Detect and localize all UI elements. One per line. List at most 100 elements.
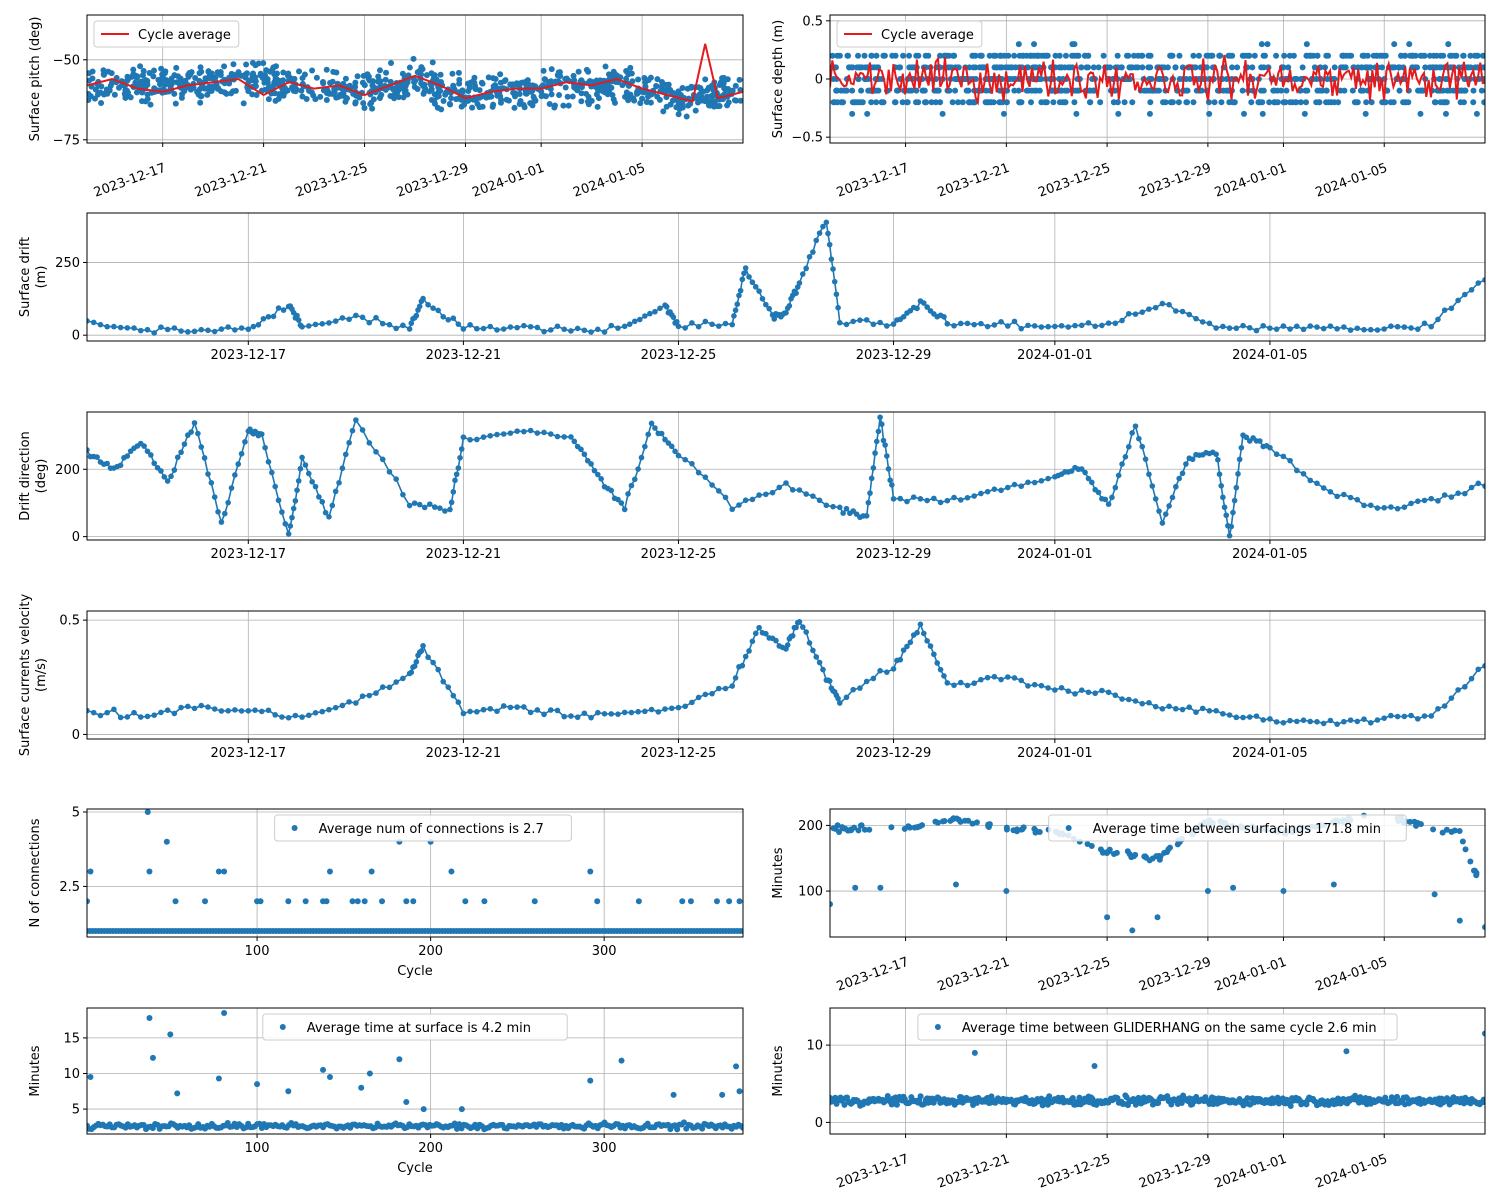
data-point — [232, 327, 238, 333]
data-point — [634, 89, 641, 96]
data-point — [884, 323, 890, 329]
data-point — [299, 454, 305, 461]
data-point — [531, 97, 538, 104]
data-point — [1447, 52, 1454, 59]
data-point — [252, 83, 259, 90]
data-point — [1027, 99, 1034, 106]
data-point — [272, 712, 278, 718]
data-point — [910, 494, 917, 500]
data-point — [627, 64, 634, 71]
data-point — [663, 81, 670, 88]
x-tick-label: 2024-01-01 — [470, 161, 546, 201]
data-point — [391, 86, 398, 93]
data-point — [608, 84, 615, 91]
data-point — [375, 73, 382, 80]
y-tick-label: 0 — [815, 1116, 823, 1131]
data-point — [531, 898, 538, 905]
data-point — [312, 483, 319, 490]
data-point — [1231, 497, 1238, 504]
data-point — [144, 96, 151, 103]
data-point — [410, 898, 417, 905]
data-point — [205, 471, 211, 477]
data-point — [457, 454, 463, 461]
data-point — [673, 318, 680, 325]
data-point — [287, 523, 294, 529]
data-point — [675, 704, 682, 711]
data-point — [144, 809, 151, 815]
data-point — [149, 1054, 156, 1061]
data-point — [889, 482, 895, 488]
data-point — [367, 101, 374, 108]
data-point — [447, 506, 453, 513]
data-point — [1348, 52, 1355, 59]
data-point — [937, 499, 944, 506]
legend-marker-swatch — [934, 1024, 941, 1030]
data-point — [1008, 64, 1015, 71]
data-point — [1003, 824, 1010, 831]
data-point — [1342, 64, 1349, 71]
data-point — [820, 666, 826, 673]
data-point — [756, 288, 762, 294]
data-point — [221, 510, 228, 517]
data-point — [1229, 52, 1236, 59]
data-point — [279, 714, 285, 720]
data-point — [756, 492, 762, 498]
data-point — [541, 429, 547, 436]
data-point — [339, 702, 346, 709]
data-point — [1013, 827, 1020, 834]
data-point — [904, 643, 910, 650]
data-point — [1109, 494, 1115, 501]
data-point — [578, 84, 585, 91]
data-point — [1162, 511, 1169, 517]
data-point — [144, 713, 151, 720]
data-point — [1441, 492, 1448, 498]
data-point — [702, 98, 709, 105]
data-point — [464, 80, 471, 87]
x-tick-label: 2023-12-17 — [211, 348, 287, 363]
data-point — [887, 477, 893, 484]
data-point — [850, 318, 857, 325]
data-point — [1156, 856, 1163, 863]
data-point — [1311, 64, 1318, 71]
data-point — [1294, 323, 1300, 330]
data-point — [900, 647, 907, 653]
y-axis-label: Surface drift — [18, 237, 33, 317]
data-point — [1267, 444, 1273, 451]
data-point — [1280, 99, 1287, 106]
data-point — [411, 500, 418, 506]
data-point — [1460, 52, 1467, 59]
data-point — [1253, 713, 1260, 719]
data-point — [379, 684, 386, 690]
data-point — [505, 97, 512, 104]
data-point — [265, 459, 272, 465]
data-point — [642, 313, 648, 319]
data-point — [437, 505, 443, 511]
data-point — [403, 1098, 410, 1105]
data-point — [366, 692, 373, 699]
data-point — [991, 322, 998, 328]
data-point — [638, 454, 645, 461]
data-point — [89, 75, 96, 82]
data-point — [737, 97, 743, 104]
data-point — [1146, 471, 1152, 478]
data-point — [172, 100, 179, 107]
data-point — [1025, 322, 1031, 329]
data-point — [492, 76, 499, 83]
data-point — [1028, 87, 1035, 94]
data-point — [1313, 76, 1320, 82]
data-point — [608, 487, 615, 494]
data-point — [1152, 496, 1159, 502]
data-point — [137, 63, 144, 70]
data-point — [1479, 52, 1485, 59]
data-point — [228, 70, 235, 77]
series-line — [87, 43, 743, 103]
data-point — [850, 686, 857, 693]
x-tick-label: 2023-12-17 — [835, 1152, 911, 1192]
data-point — [574, 714, 581, 721]
data-point — [235, 461, 242, 467]
data-point — [863, 678, 870, 685]
data-point — [400, 675, 406, 682]
data-point — [442, 508, 448, 514]
data-point — [736, 502, 742, 508]
data-point — [1090, 64, 1097, 71]
